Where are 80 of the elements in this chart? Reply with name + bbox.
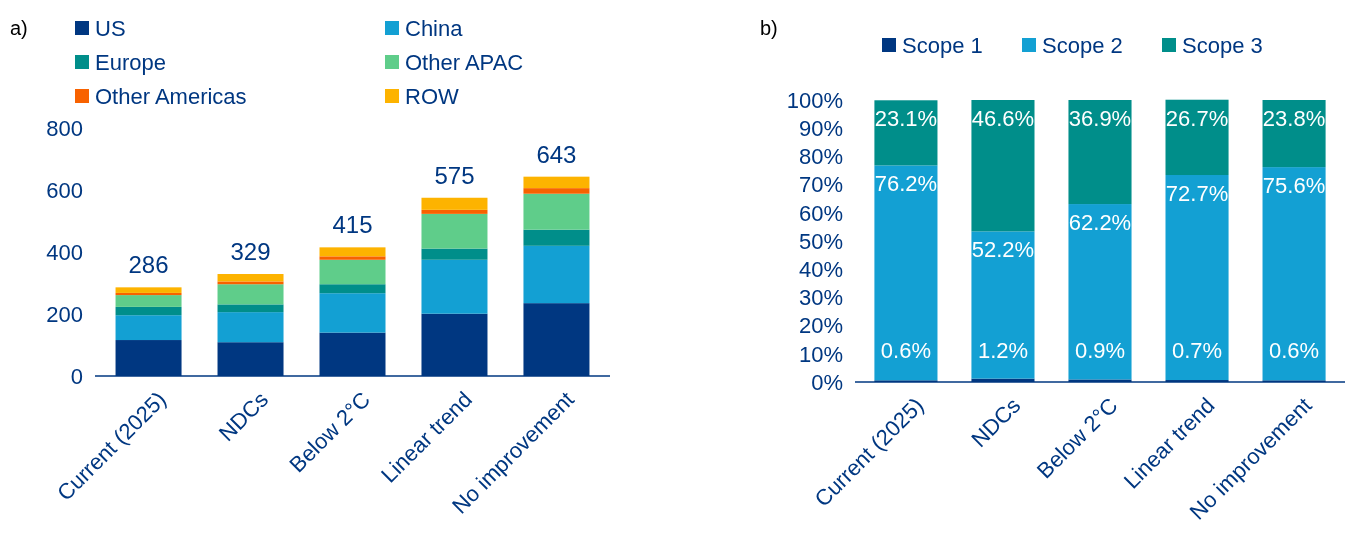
y-tick-label: 0 xyxy=(70,363,83,389)
y-tick-label: 30% xyxy=(798,285,843,311)
legend-label: Scope 3 xyxy=(1182,32,1263,58)
bar xyxy=(523,176,590,189)
data-label: 46.6% xyxy=(971,106,1035,131)
data-label: 0.6% xyxy=(880,338,932,363)
total-label: 643 xyxy=(536,140,577,168)
bar xyxy=(1262,167,1326,381)
legend-label: ROW xyxy=(405,83,459,109)
legend-label: Scope 1 xyxy=(902,32,983,58)
total-label: 329 xyxy=(230,238,271,266)
legend-label: Other Americas xyxy=(95,83,247,109)
y-tick-label: 200 xyxy=(46,301,83,327)
bar xyxy=(217,281,284,285)
y-tick-label: 50% xyxy=(798,228,843,254)
y-tick-label: 60% xyxy=(798,200,843,226)
y-tick-label: 0% xyxy=(811,369,843,395)
bar xyxy=(1068,204,1132,380)
bar xyxy=(1165,99,1229,176)
bar xyxy=(115,292,182,296)
y-tick-label: 90% xyxy=(798,115,843,141)
data-label: 72.7% xyxy=(1165,181,1229,207)
bar xyxy=(421,197,488,210)
bar xyxy=(523,188,590,194)
y-tick-label: 80% xyxy=(798,144,843,170)
bar xyxy=(523,229,590,246)
bar xyxy=(421,213,488,249)
data-label: 76.2% xyxy=(874,171,938,197)
total-label: 575 xyxy=(434,161,475,189)
bar xyxy=(319,259,386,285)
bar xyxy=(319,256,386,260)
y-tick-label: 100% xyxy=(786,87,843,113)
bar xyxy=(421,248,488,260)
legend-label: Other APAC xyxy=(405,49,524,75)
bar xyxy=(115,287,182,293)
legend-label: China xyxy=(405,15,464,41)
total-label: 415 xyxy=(332,211,373,239)
bar xyxy=(421,209,488,214)
chart-title: a) xyxy=(10,17,28,39)
data-label: 0.7% xyxy=(1171,338,1223,363)
data-label: 52.2% xyxy=(971,237,1035,263)
bar xyxy=(421,259,488,314)
data-label: 26.7% xyxy=(1165,105,1229,131)
bar xyxy=(217,304,284,313)
bar xyxy=(971,231,1035,379)
data-label: 23.8% xyxy=(1262,106,1326,131)
y-tick-label: 40% xyxy=(798,256,843,282)
legend-label: Scope 2 xyxy=(1042,32,1123,58)
y-tick-label: 800 xyxy=(46,115,83,141)
y-tick-label: 400 xyxy=(46,239,83,265)
data-label: 75.6% xyxy=(1262,173,1326,199)
bar xyxy=(115,306,182,316)
y-tick-label: 10% xyxy=(798,341,843,367)
y-tick-label: 600 xyxy=(46,177,83,203)
data-label: 23.1% xyxy=(874,106,938,132)
bar xyxy=(1165,175,1229,381)
bar xyxy=(115,295,182,307)
legend-label: US xyxy=(95,15,126,41)
data-label: 36.9% xyxy=(1068,106,1132,131)
bar xyxy=(523,245,590,304)
bar xyxy=(217,284,284,305)
chart-title: b) xyxy=(760,17,778,39)
bar xyxy=(971,100,1035,232)
data-label: 0.6% xyxy=(1268,338,1320,363)
total-label: 286 xyxy=(128,251,169,279)
bar xyxy=(319,293,386,333)
data-label: 0.9% xyxy=(1074,338,1126,363)
bar xyxy=(217,312,284,343)
bar xyxy=(217,274,284,282)
bar xyxy=(319,284,386,294)
y-tick-label: 20% xyxy=(798,313,843,339)
y-tick-label: 70% xyxy=(798,172,843,198)
bar xyxy=(874,165,938,381)
legend-label: Europe xyxy=(95,49,166,75)
data-label: 1.2% xyxy=(977,338,1029,363)
bar xyxy=(1068,100,1132,205)
bar xyxy=(319,247,386,257)
data-label: 62.2% xyxy=(1068,210,1132,236)
bar xyxy=(115,315,182,341)
bar xyxy=(523,193,590,230)
